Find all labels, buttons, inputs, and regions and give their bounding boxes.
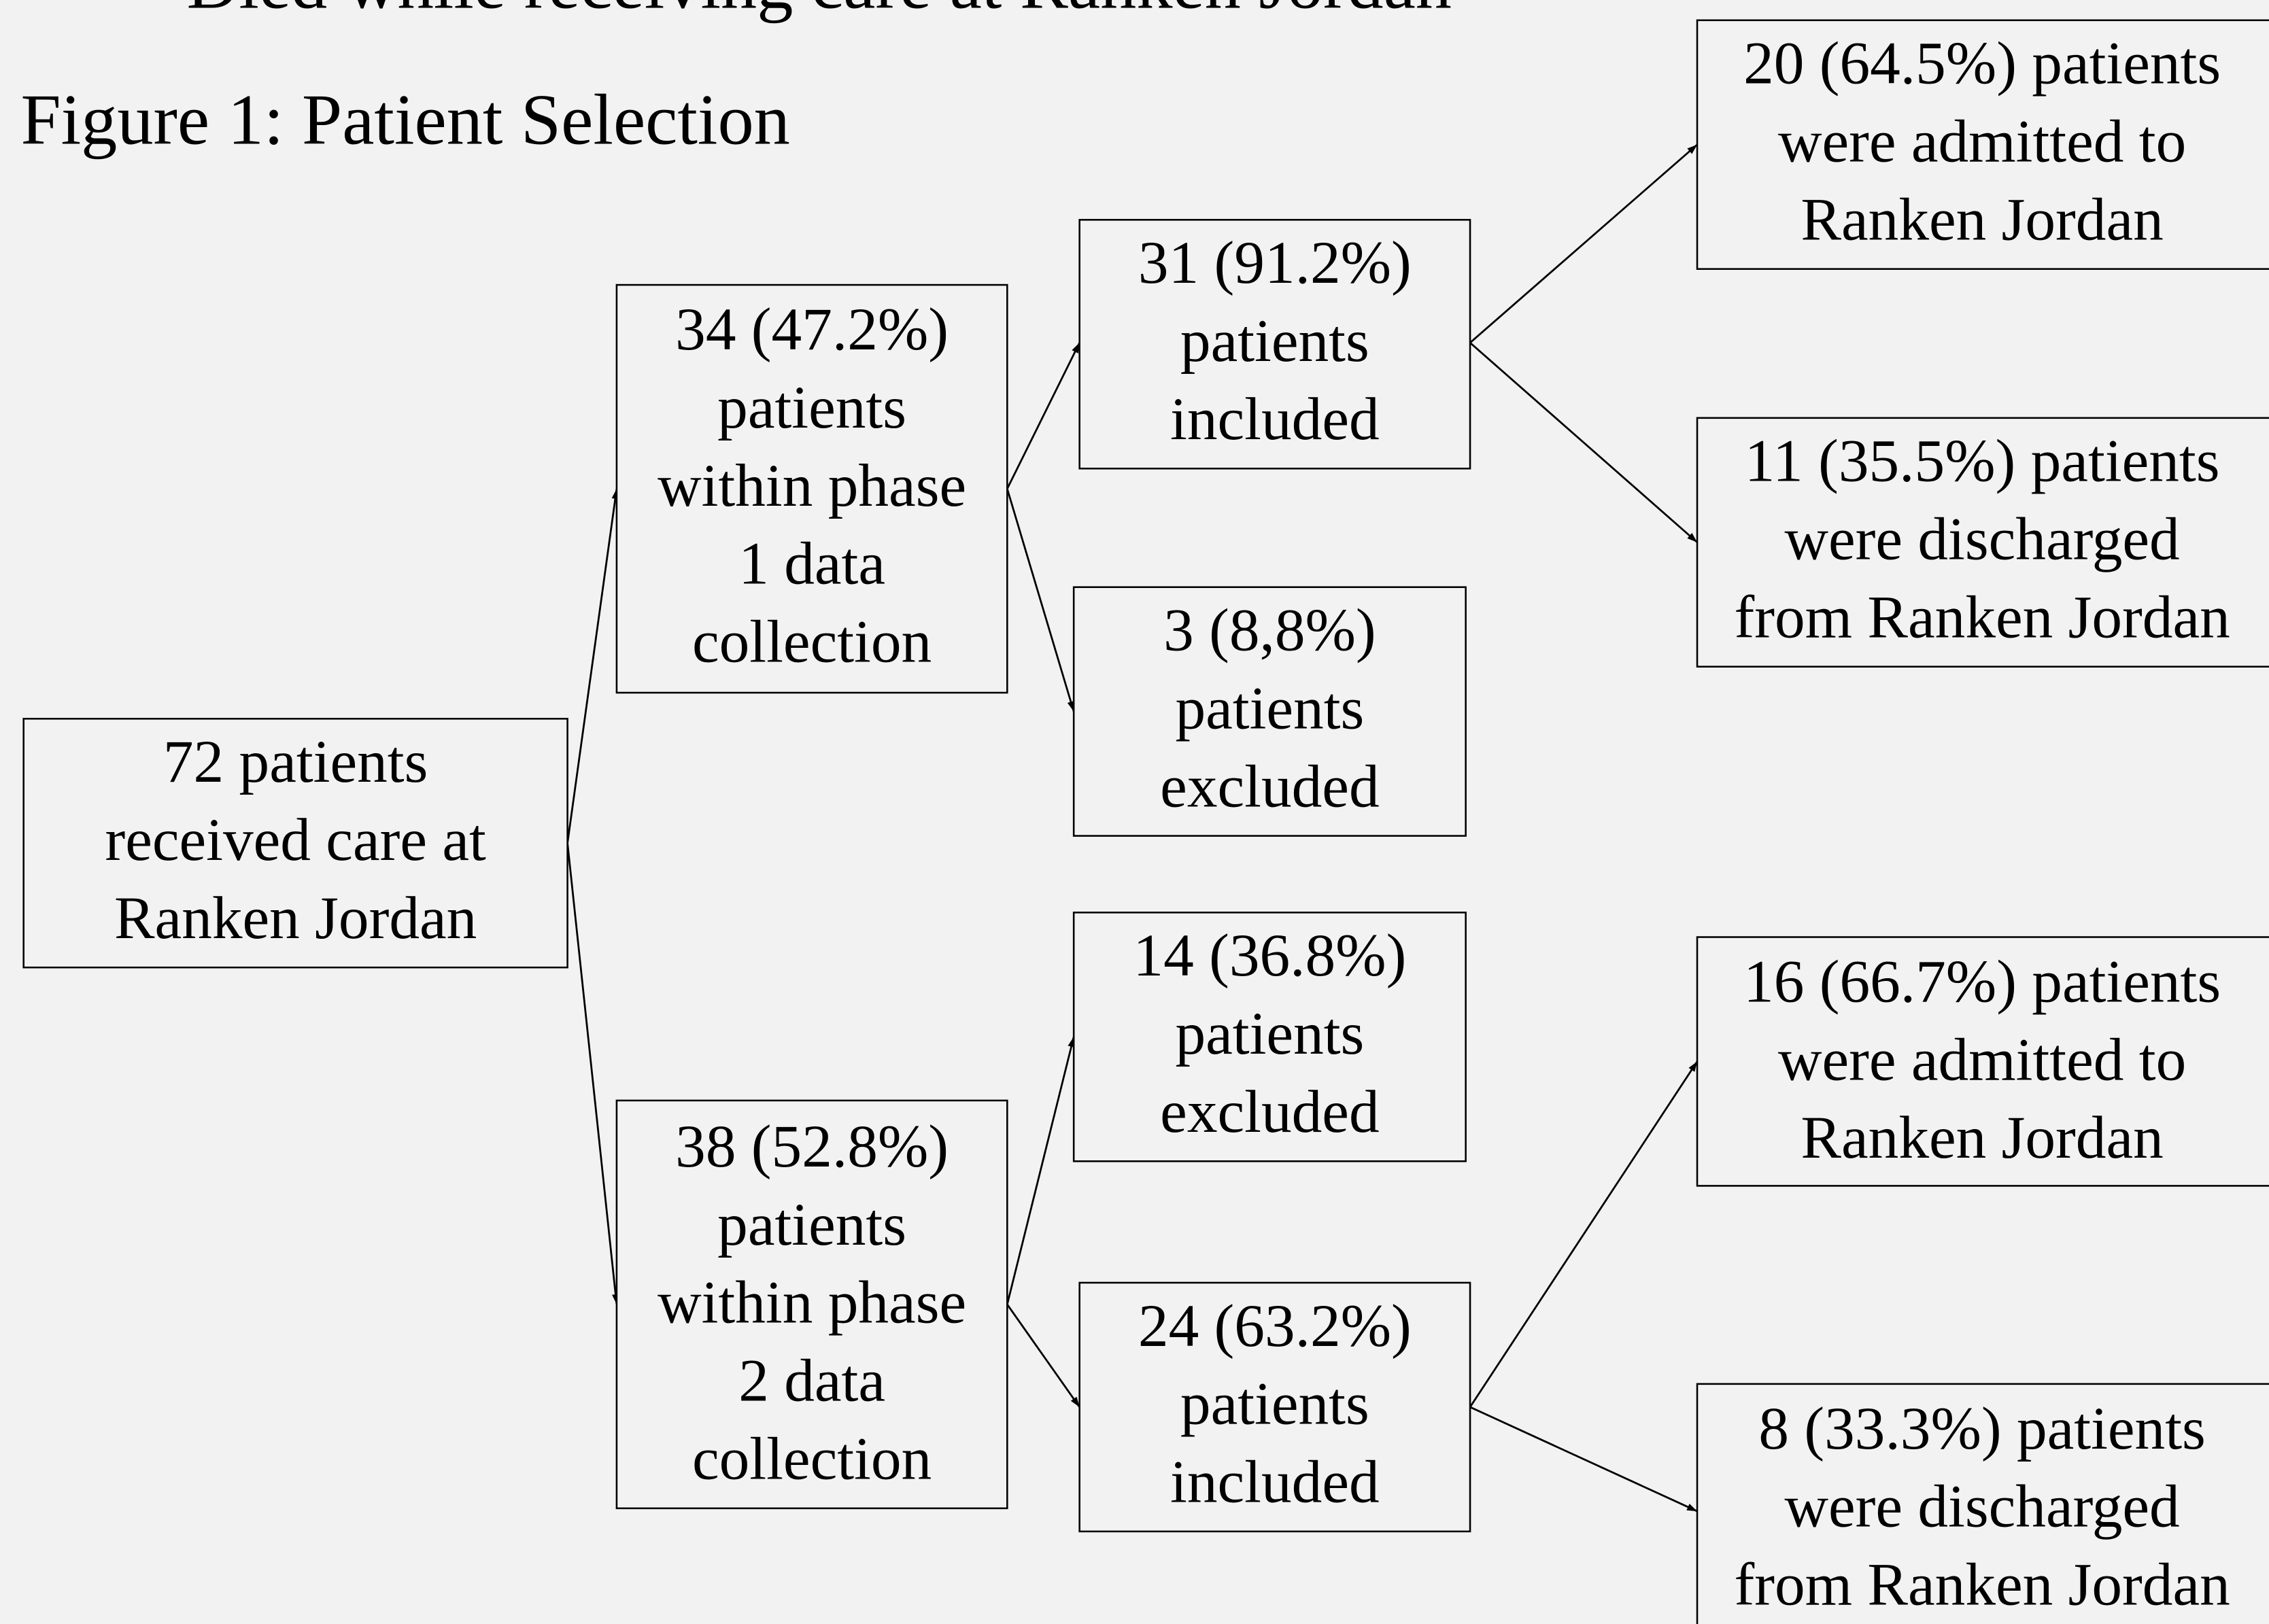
nodes: 72 patients received care at Ranken Jordan… [22,19,2269,1624]
node-label: were discharged [1785,506,2180,573]
node: 72 patients received care at Ranken Jordan [22,718,568,969]
node-box [1078,1281,1471,1533]
node-label: collection [692,608,932,676]
node: 38 (52.8%) patients within phase 2 data coll… [615,1099,1008,1510]
node-label: 16 (66.7%) patients [1743,948,2221,1015]
arrow [566,488,619,844]
node-label: patients [1175,1000,1364,1067]
arrow [1006,1036,1075,1305]
node-box [1078,219,1471,470]
node-box [615,1099,1008,1510]
node: 3 (8,8%) patients excluded [1072,586,1467,837]
arrow [566,843,619,1305]
node-label: excluded [1160,753,1379,820]
node-label: 38 (52.8%) [675,1113,949,1180]
node-label: 72 patients [163,728,428,795]
edges [566,143,1699,1513]
node: 11 (35.5%) patients were discharged from R… [1696,417,2269,668]
node: 8 (33.3%) patients were discharged from Ra… [1696,1383,2269,1624]
node-label: 2 data [738,1347,885,1415]
node-label: were admitted to [1778,1026,2186,1093]
arrow [1469,143,1698,344]
node-label: were admitted to [1778,107,2186,175]
node-label: 11 (35.5%) patients [1745,428,2220,495]
node-box [1696,19,2269,270]
node-label: from Ranken Jordan [1734,1551,2230,1619]
node-label: 8 (33.3%) patients [1758,1395,2205,1462]
node-label: Ranken Jordan [1801,186,2163,253]
node: 16 (66.7%) patients were admitted to Ranke… [1696,936,2269,1187]
node-label: 34 (47.2%) [675,296,949,363]
node: 34 (47.2%) patients within phase 1 data coll… [615,283,1008,694]
node-label: 20 (64.5%) patients [1743,30,2221,97]
node: 31 (91.2%) patients included [1078,219,1471,470]
node-label: included [1170,385,1380,453]
node-label: excluded [1160,1078,1379,1145]
node-label: patients [1180,1370,1369,1438]
node-label: 24 (63.2%) [1138,1292,1412,1360]
node-label: patients [1180,307,1369,375]
node-box [22,718,568,969]
title: Figure 1: Patient Selection [20,80,789,160]
node-label: received care at [105,806,485,874]
node-box [615,283,1008,694]
arrow [1469,1406,1698,1513]
node-box [1072,586,1467,837]
arrow [1469,1060,1699,1408]
node-label: included [1170,1449,1380,1516]
node-label: 14 (36.8%) [1133,922,1406,989]
node-label: patients [717,1191,906,1258]
node: 24 (63.2%) patients included [1078,1281,1471,1533]
node-label: 31 (91.2%) [1138,229,1412,296]
node-label: patients [1175,674,1364,742]
arrow [1006,488,1075,712]
node: 20 (64.5%) patients were admitted to Ranke… [1696,19,2269,270]
node-box [1696,1383,2269,1624]
node-label: Ranken Jordan [114,884,477,952]
top-text: Died while receiving care at Ranken Jord… [186,0,1452,24]
arrow [1006,1304,1080,1408]
node-label: within phase [658,452,966,519]
node-box [1696,417,2269,668]
node-label: patients [717,374,906,441]
node-label: 3 (8,8%) [1163,597,1376,664]
arrow [1469,342,1698,543]
node-label: from Ranken Jordan [1734,583,2230,651]
node-box [1072,912,1467,1162]
node-label: 1 data [738,530,885,598]
node-label: collection [692,1425,932,1492]
node-label: Ranken Jordan [1801,1104,2163,1171]
node-label: within phase [658,1269,966,1336]
node: 14 (36.8%) patients excluded [1072,912,1467,1162]
arrow [1006,342,1080,489]
node-box [1696,936,2269,1187]
node-label: were discharged [1785,1473,2180,1540]
